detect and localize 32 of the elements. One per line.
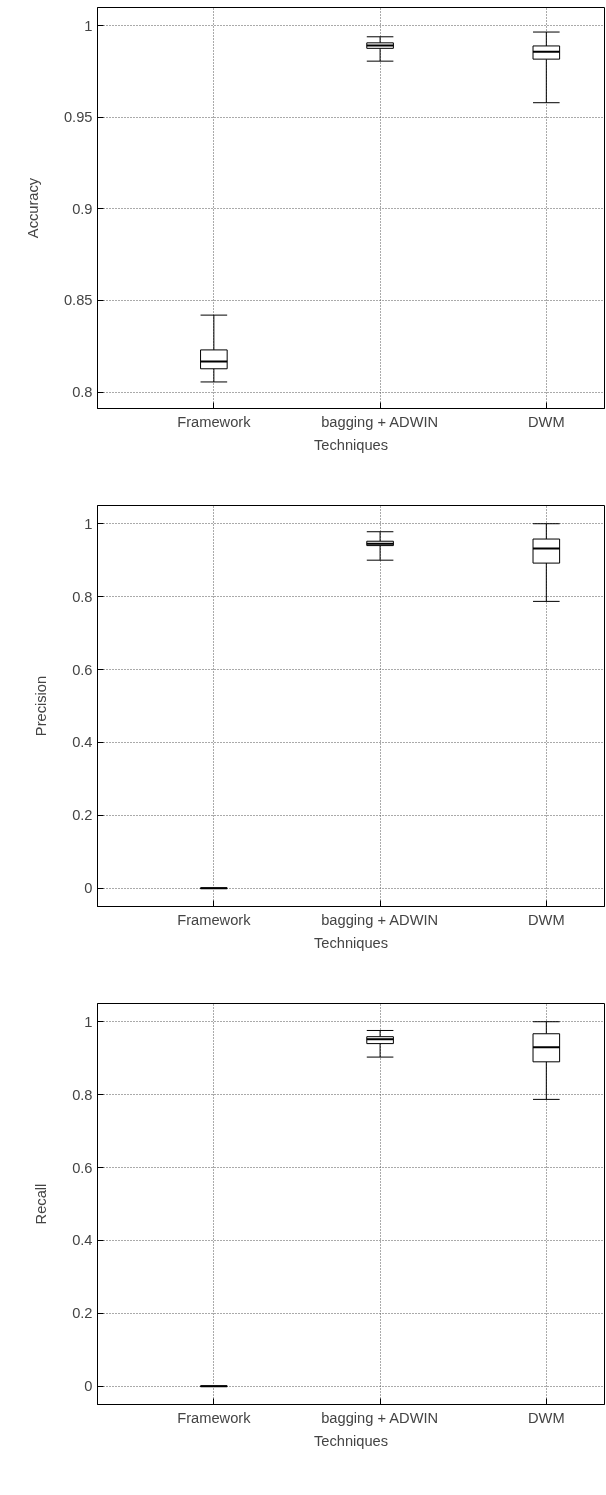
x-axis-title: Techniques [313,1432,389,1449]
y-tick-label: 0.8 [72,1086,93,1103]
x-axis-title: Techniques [313,436,389,453]
y-tick-label: 0.95 [63,109,93,126]
x-tick-label: DWM [528,1409,565,1426]
x-tick-label: bagging + ADWIN [321,911,439,928]
x-tick-label: bagging + ADWIN [321,1409,439,1426]
y-tick-label: 0.2 [72,1305,93,1322]
y-tick-label: 0.6 [72,1159,93,1176]
y-tick-label: 1 [84,515,93,532]
x-axis-title: Techniques [313,934,389,951]
y-axis-title: Recall [33,1183,50,1225]
y-tick-label: 0.8 [72,588,93,605]
y-axis-title: Precision [33,675,50,737]
y-tick-label: 0 [84,880,93,897]
x-tick-label: Framework [177,413,252,430]
x-tick-label: DWM [528,413,565,430]
x-tick-label: Framework [177,1409,252,1426]
y-axis-title: Accuracy [24,177,41,239]
y-tick-label: 1 [84,1013,93,1030]
x-tick-label: DWM [528,911,565,928]
y-tick-label: 0.9 [72,200,93,217]
x-tick-label: Framework [177,911,252,928]
y-tick-label: 0.4 [72,1232,93,1249]
x-tick-label: bagging + ADWIN [321,413,439,430]
y-tick-label: 0.6 [72,661,93,678]
y-tick-label: 0.2 [72,807,93,824]
y-tick-label: 0.85 [63,292,93,309]
y-tick-label: 1 [84,17,93,34]
y-tick-label: 0.4 [72,734,93,751]
y-tick-label: 0.8 [72,384,93,401]
y-tick-label: 0 [84,1378,93,1395]
